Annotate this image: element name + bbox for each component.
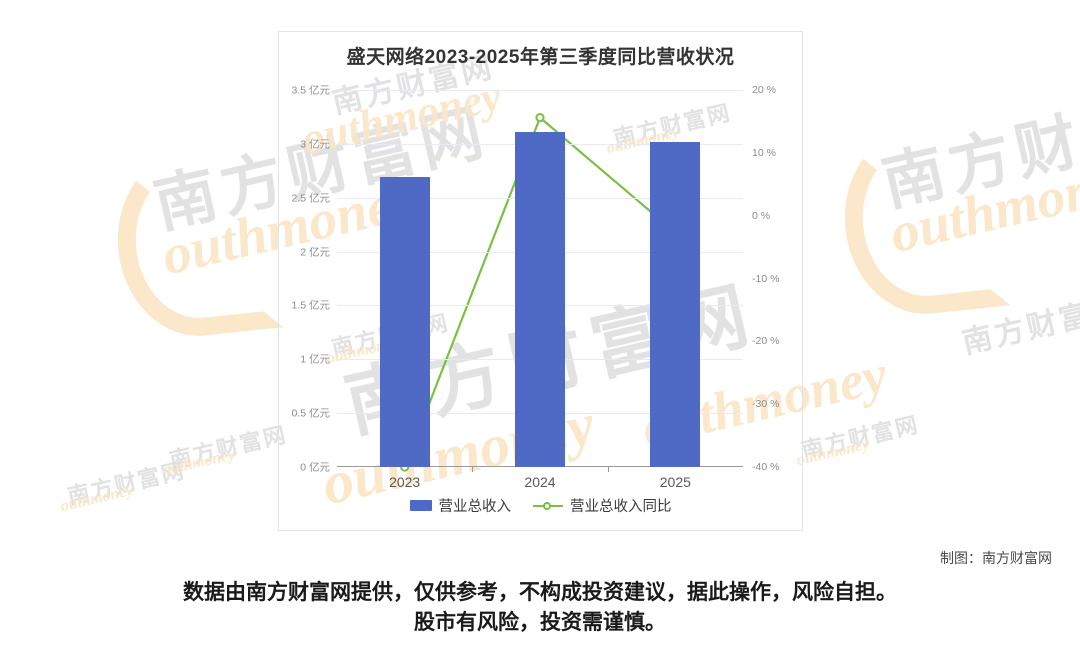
legend-label-yoy: 营业总收入同比 (570, 499, 672, 515)
y-axis-left-tick-label: 1.5 亿元 (291, 299, 330, 312)
bar-2025[interactable] (650, 141, 701, 467)
watermark-cn-d: 南方财富网 (65, 457, 188, 510)
x-axis-label-2024: 2024 (524, 474, 556, 490)
watermark-en-e: outhmoney (160, 445, 237, 480)
plot-area: 0 亿元 0.5 亿元 1 亿元 1.5 亿元 2 亿元 2.5 亿元 3 亿元 3.5 亿元… (291, 84, 779, 490)
y-axis-right-tick-label: 20 % (752, 84, 776, 96)
watermark-en-c: outhmoney (794, 435, 871, 470)
yoy-point-2024[interactable] (535, 113, 545, 123)
watermark-cn-g: 南方财富网 (959, 290, 1080, 361)
y-axis-right-tick-label: 0 % (752, 209, 771, 222)
watermark-cn-e: 南方财富网 (167, 421, 290, 474)
legend-square-icon (409, 500, 432, 511)
legend-label-revenue: 营业总收入 (438, 499, 512, 515)
chart-credit: 制图：南方财富网 (940, 550, 1052, 566)
watermark-cn-c: 南方财富网 (799, 411, 922, 464)
y-axis-right-tick-label: 10 % (752, 146, 776, 159)
chart-title: 盛天网络2023-2025年第三季度同比营收状况 (346, 47, 735, 68)
y-axis-left-tick-label: 3.5 亿元 (291, 84, 330, 97)
watermark-swoosh-right (835, 120, 1011, 322)
watermark-swoosh-left (108, 142, 284, 344)
watermark-cn-right: 南方财富网 (876, 75, 1080, 220)
y-axis-left-tick-label: 3 亿元 (300, 138, 330, 151)
bar-2024[interactable] (515, 132, 565, 467)
y-axis-left-tick-label: 1 亿元 (300, 353, 330, 366)
legend-line-icon (533, 501, 563, 511)
y-axis-right-tick-label: -30 % (752, 398, 780, 411)
watermark-en-d: outhmoney (58, 481, 135, 516)
x-axis-tick (472, 467, 474, 472)
y-axis-left-tick-label: 0.5 亿元 (291, 407, 330, 420)
disclaimer-line-1: 数据由南方财富网提供，仅供参考，不构成投资建议，据此操作，风险自担。 (183, 581, 897, 604)
disclaimer-line-2: 股市有风险，投资需谨慎。 (414, 610, 666, 634)
y-axis-right-tick-label: -10 % (752, 272, 780, 285)
legend-circle-icon (543, 501, 551, 510)
y-axis-left-tick-label: 2.5 亿元 (291, 192, 330, 205)
watermark-en-right: outhmoney (884, 146, 1080, 266)
x-axis-tick (607, 467, 609, 472)
disclaimer: 数据由南方财富网提供，仅供参考，不构成投资建议，据此操作，风险自担。 股市有风险… (0, 578, 1080, 638)
legend-item-yoy[interactable]: 营业总收入同比 (533, 495, 672, 516)
x-axis-label-2025: 2025 (659, 474, 691, 490)
y-axis-left-tick-label: 0 亿元 (300, 461, 330, 474)
chart-card: 盛天网络2023-2025年第三季度同比营收状况 0 亿元 0.5 亿元 1 亿元 1… (278, 31, 803, 531)
legend-item-revenue[interactable]: 营业总收入 (409, 495, 512, 516)
bar-2023[interactable] (379, 177, 430, 467)
y-axis-left-tick-label: 2 亿元 (300, 246, 330, 259)
x-axis-label-2023: 2023 (389, 474, 421, 490)
gridline (337, 90, 743, 91)
y-axis-right-tick-label: -40 % (752, 461, 780, 473)
y-axis-right-tick-label: -20 % (752, 335, 780, 348)
chart-legend: 营业总收入 营业总收入同比 (279, 495, 802, 516)
